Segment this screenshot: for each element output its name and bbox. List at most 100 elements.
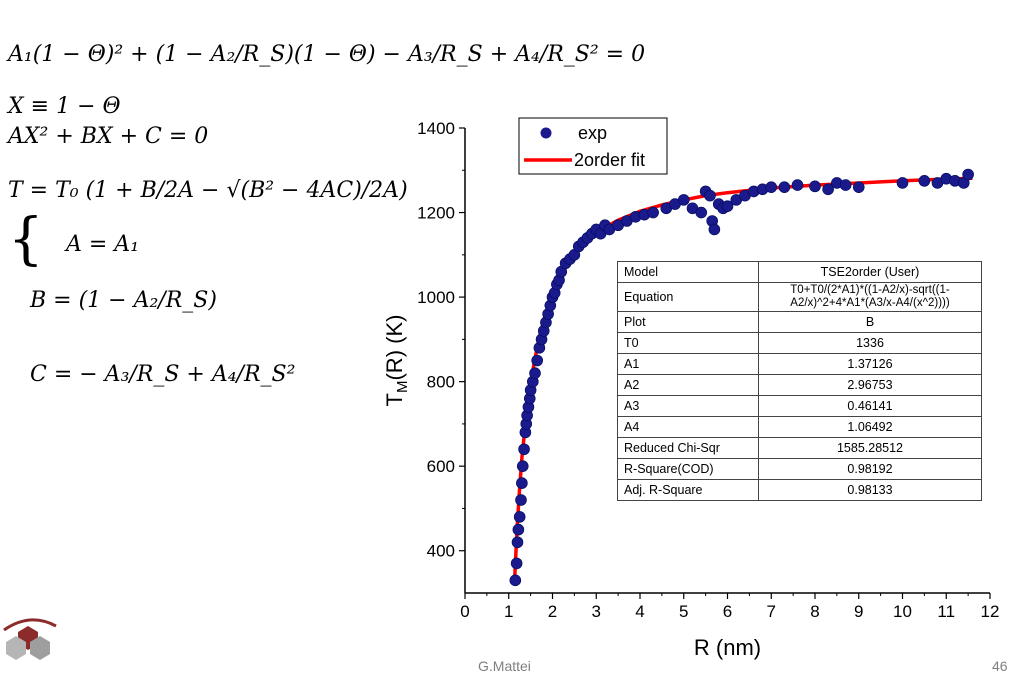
data-point (516, 477, 528, 489)
university-logo-icon (3, 618, 57, 660)
data-point (531, 354, 543, 367)
x-tick-label: 2 (548, 602, 557, 621)
data-point (809, 180, 821, 193)
fit-results-table: Model TSE2order (User) Equation T0+T0/(2*A1… (617, 261, 982, 501)
data-point (647, 206, 659, 219)
y-tick-label: 1400 (417, 119, 455, 138)
equation-line-1: A₁(1 − Θ)² + (1 − A₂/R_S)(1 − Θ) − A₃/R_… (8, 42, 646, 67)
fit-table-row: A2 2.96753 (617, 374, 982, 396)
data-point (962, 168, 974, 181)
data-point (512, 523, 525, 536)
x-tick-label: 9 (854, 602, 863, 621)
fit-table-value: T0+T0/(2*A1)*((1-A2/x)-sqrt((1-A2/x)^2+4… (758, 282, 982, 312)
x-tick-label: 6 (723, 602, 732, 621)
fit-table-key: A3 (617, 395, 759, 417)
fit-table-key: Equation (617, 282, 759, 312)
data-point (839, 179, 852, 191)
fit-table-value: 2.96753 (758, 374, 982, 396)
data-point (509, 574, 522, 587)
data-point (510, 557, 523, 570)
fit-table-key: R-Square(COD) (617, 458, 759, 480)
y-tick-label: 1000 (417, 288, 455, 307)
footer-author: G.Mattei (478, 658, 531, 674)
y-axis-title: TM(R) (K) (382, 315, 411, 407)
footer-page-number: 46 (992, 658, 1008, 674)
x-tick-label: 0 (460, 602, 469, 621)
x-tick-label: 4 (635, 602, 644, 621)
equation-line-3: AX² + BX + C = 0 (8, 124, 209, 149)
fit-table-value: 1.06492 (758, 416, 982, 438)
data-point (511, 536, 524, 549)
fit-table-value: 0.98192 (758, 458, 982, 480)
x-tick-label: 3 (592, 602, 601, 621)
legend-label-fit: 2order fit (574, 150, 645, 170)
legend-label-exp: exp (578, 123, 607, 143)
data-point (529, 367, 541, 379)
logo-hex-2 (30, 636, 50, 660)
data-point (708, 223, 721, 236)
data-point (515, 494, 527, 506)
equation-line-2: X ≡ 1 − Θ (8, 94, 121, 119)
equation-line-4: T = T₀ (1 + B/2A − √(B² − 4AC)/2A) (8, 178, 408, 203)
y-tick-label: 400 (427, 542, 455, 561)
equation-line-6: B = (1 − A₂/R_S) (30, 288, 217, 313)
points-group (509, 168, 974, 587)
legend-point-marker (540, 127, 552, 139)
equation-line-7: C = − A₃/R_S + A₄/R_S² (30, 362, 296, 387)
y-tick-label: 600 (427, 457, 455, 476)
equations-panel: A₁(1 − Θ)² + (1 − A₂/R_S)(1 − Θ) − A₃/R_… (0, 0, 645, 420)
fit-table-key: A1 (617, 353, 759, 375)
y-tick-label: 800 (427, 373, 455, 392)
y-tick-label: 1200 (417, 204, 455, 223)
data-point (918, 175, 931, 187)
fit-table-value: TSE2order (User) (758, 261, 982, 283)
equation-line-5: A = A₁ (66, 232, 140, 257)
brace-left: { (8, 207, 44, 272)
fit-table-value: 1336 (758, 332, 982, 354)
x-tick-label: 1 (504, 602, 513, 621)
fit-table-value: 1.37126 (758, 353, 982, 375)
x-axis-title: R (nm) (694, 635, 761, 660)
data-point (518, 443, 530, 456)
data-point (695, 206, 708, 219)
data-point (778, 181, 791, 193)
fit-table-row: A3 0.46141 (617, 395, 982, 417)
fit-table-row: Adj. R-Square 0.98133 (617, 479, 982, 501)
fit-table-value: 0.46141 (758, 395, 982, 417)
fit-table-row: Reduced Chi-Sqr 1585.28512 (617, 437, 982, 459)
data-point (822, 183, 834, 196)
fit-table-key: Plot (617, 311, 759, 333)
data-point (852, 181, 865, 193)
fit-table-row: A1 1.37126 (617, 353, 982, 375)
data-point (791, 179, 804, 191)
data-point (513, 511, 526, 523)
x-tick-label: 10 (893, 602, 912, 621)
chart-legend: exp 2order fit (518, 117, 668, 175)
x-tick-label: 5 (679, 602, 688, 621)
data-point (765, 181, 778, 193)
fit-table-value: B (758, 311, 982, 333)
data-point (721, 200, 734, 213)
x-tick-label: 8 (810, 602, 819, 621)
fit-table-row: A4 1.06492 (617, 416, 982, 438)
x-tick-label: 7 (767, 602, 776, 621)
x-tick-label: 11 (937, 602, 955, 621)
fit-table-row: Equation T0+T0/(2*A1)*((1-A2/x)-sqrt((1-A… (617, 282, 982, 312)
data-point (677, 194, 690, 206)
logo-hex-3 (6, 636, 26, 660)
fit-table-key: T0 (617, 332, 759, 354)
logo-arc (3, 618, 57, 632)
fit-table-value: 0.98133 (758, 479, 982, 501)
data-point (516, 460, 529, 472)
fit-table-key: Adj. R-Square (617, 479, 759, 501)
fit-table-row: Plot B (617, 311, 982, 333)
fit-table-key: A4 (617, 416, 759, 438)
fit-table-row: R-Square(COD) 0.98192 (617, 458, 982, 480)
fit-table-key: Model (617, 261, 759, 283)
fit-table-key: Reduced Chi-Sqr (617, 437, 759, 459)
legend-box (518, 117, 668, 175)
data-point (896, 177, 909, 189)
fit-table-key: A2 (617, 374, 759, 396)
